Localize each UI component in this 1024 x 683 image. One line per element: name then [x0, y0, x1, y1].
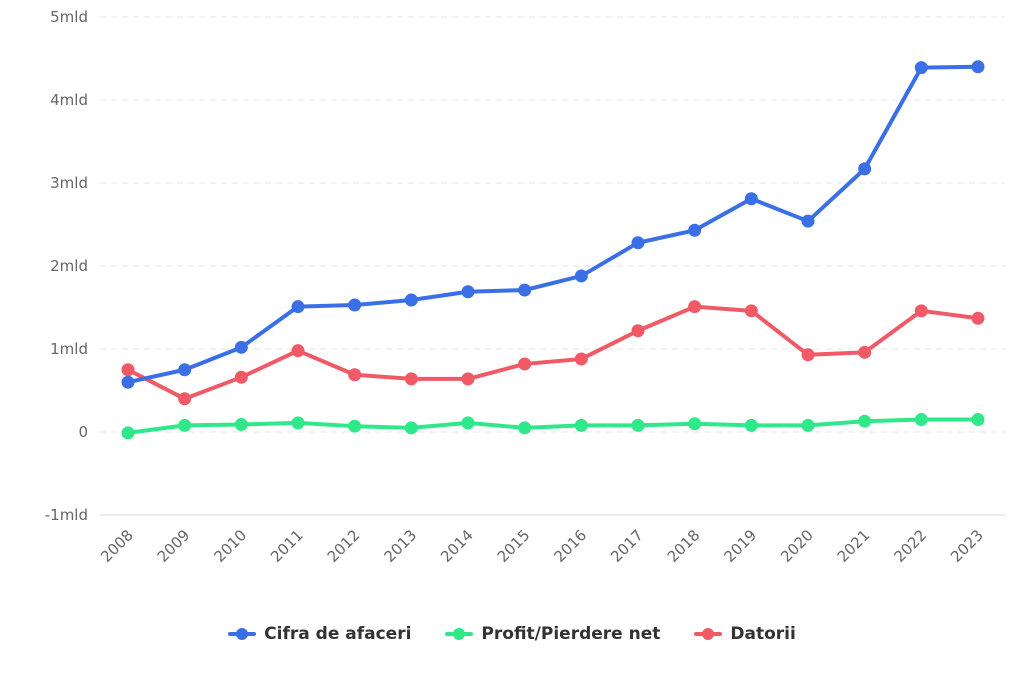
legend-item[interactable]: Profit/Pierdere net [445, 624, 660, 644]
y-tick-label: 1mld [50, 340, 88, 358]
legend-label: Cifra de afaceri [264, 624, 412, 644]
legend-label: Datorii [730, 624, 796, 644]
data-point [631, 236, 645, 250]
data-point [518, 357, 532, 371]
data-point [404, 372, 418, 386]
data-point [858, 414, 872, 428]
data-point [914, 61, 928, 75]
x-tick-label: 2016 [550, 526, 590, 566]
series-line [126, 64, 980, 385]
data-point [461, 285, 475, 299]
x-tick-label: 2011 [267, 526, 307, 566]
data-point [801, 418, 815, 432]
data-point [801, 348, 815, 362]
data-point [744, 192, 758, 206]
data-point [234, 340, 248, 354]
legend-label: Profit/Pierdere net [481, 624, 661, 644]
legend: Cifra de afaceri Profit/Pierdere net Dator… [0, 624, 1024, 644]
y-tick-label: 0 [78, 423, 88, 441]
data-point [971, 60, 985, 74]
data-point [688, 300, 702, 314]
data-point [914, 413, 928, 427]
legend-item[interactable]: Datorii [694, 624, 796, 644]
data-point [744, 304, 758, 318]
data-point [631, 324, 645, 338]
data-point [348, 368, 362, 382]
x-tick-label: 2018 [664, 526, 704, 566]
x-tick-label: 2023 [947, 526, 987, 566]
data-point [234, 370, 248, 384]
y-tick-label: -1mld [45, 506, 88, 524]
data-point [121, 375, 135, 389]
legend-marker-icon [694, 628, 723, 640]
data-point [574, 352, 588, 366]
data-point [404, 421, 418, 435]
data-point [858, 345, 872, 359]
data-point [291, 344, 305, 358]
data-point [348, 298, 362, 312]
x-tick-label: 2021 [834, 526, 874, 566]
data-point [121, 363, 135, 377]
y-tick-label: 5mld [50, 8, 88, 26]
data-point [688, 417, 702, 431]
data-point [234, 418, 248, 432]
x-tick-label: 2015 [494, 526, 534, 566]
x-tick-label: 2019 [720, 526, 760, 566]
y-tick-label: 2mld [50, 257, 88, 275]
data-point [914, 304, 928, 318]
data-point [574, 418, 588, 432]
legend-marker-icon [228, 628, 257, 640]
data-point [631, 418, 645, 432]
data-point [461, 416, 475, 430]
data-point [574, 269, 588, 283]
data-point [518, 283, 532, 297]
data-point [461, 372, 475, 386]
x-tick-label: 2020 [777, 526, 817, 566]
series-line [126, 417, 980, 435]
data-point [348, 419, 362, 433]
data-point [858, 162, 872, 176]
data-point [971, 413, 985, 427]
x-tick-label: 2017 [607, 526, 647, 566]
x-tick-label: 2014 [437, 526, 477, 566]
x-tick-label: 2009 [154, 526, 194, 566]
data-point [744, 418, 758, 432]
data-point [291, 300, 305, 314]
data-point [971, 311, 985, 325]
x-tick-label: 2012 [324, 526, 364, 566]
data-point [178, 418, 192, 432]
series-line [126, 304, 980, 401]
legend-item[interactable]: Cifra de afaceri [228, 624, 411, 644]
data-point [688, 223, 702, 237]
x-tick-label: 2010 [210, 526, 250, 566]
data-point [518, 421, 532, 435]
legend-marker-icon [445, 628, 474, 640]
x-tick-label: 2022 [890, 526, 930, 566]
data-point [178, 363, 192, 377]
data-point [291, 416, 305, 430]
y-tick-label: 4mld [50, 91, 88, 109]
data-point [404, 293, 418, 307]
x-tick-label: 2008 [97, 526, 137, 566]
data-point [801, 214, 815, 228]
data-point [121, 426, 135, 440]
data-point [178, 392, 192, 406]
y-tick-label: 3mld [50, 174, 88, 192]
x-tick-label: 2013 [380, 526, 420, 566]
